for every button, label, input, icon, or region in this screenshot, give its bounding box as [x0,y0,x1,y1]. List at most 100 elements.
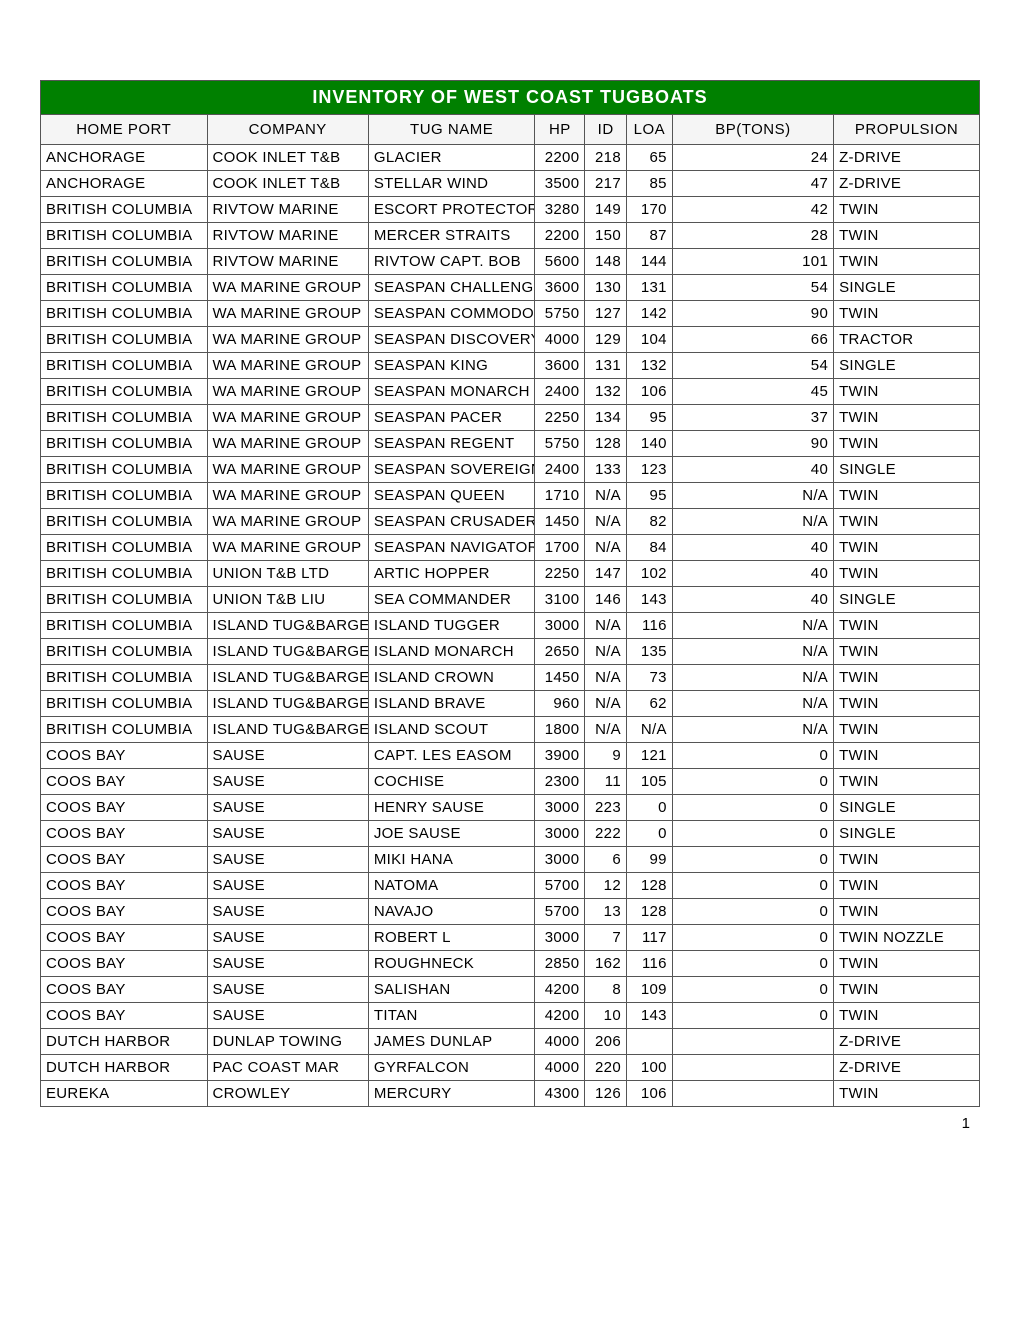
table-cell: 1800 [535,717,585,743]
table-cell: 3280 [535,197,585,223]
table-cell: 121 [626,743,672,769]
table-cell: 117 [626,925,672,951]
table-cell: BRITISH COLUMBIA [41,223,208,249]
table-cell: 106 [626,379,672,405]
table-cell: 62 [626,691,672,717]
table-row: BRITISH COLUMBIAWA MARINE GROUPSEASPAN M… [41,379,980,405]
table-cell: BRITISH COLUMBIA [41,639,208,665]
table-cell: N/A [585,639,627,665]
table-cell: TWIN [834,639,980,665]
table-cell: TWIN [834,899,980,925]
table-cell: COOS BAY [41,1003,208,1029]
table-cell: SINGLE [834,821,980,847]
table-cell: BRITISH COLUMBIA [41,197,208,223]
table-cell: BRITISH COLUMBIA [41,431,208,457]
table-cell: PAC COAST MAR [207,1055,368,1081]
table-cell [626,1029,672,1055]
table-cell: TWIN [834,483,980,509]
table-cell: 84 [626,535,672,561]
table-cell: 127 [585,301,627,327]
table-cell: ARTIC HOPPER [368,561,535,587]
table-row: COOS BAYSAUSEMIKI HANA30006990TWIN [41,847,980,873]
table-row: BRITISH COLUMBIAUNION T&B LIUSEA COMMAND… [41,587,980,613]
table-cell: COCHISE [368,769,535,795]
table-cell: N/A [672,613,833,639]
table-cell: TWIN [834,613,980,639]
table-cell: SEASPAN DISCOVERY [368,327,535,353]
table-cell: BRITISH COLUMBIA [41,587,208,613]
table-cell: TWIN [834,249,980,275]
table-cell: 129 [585,327,627,353]
table-cell: N/A [672,639,833,665]
table-title-row: INVENTORY OF WEST COAST TUGBOATS [41,81,980,115]
table-cell: NAVAJO [368,899,535,925]
table-cell: 116 [626,951,672,977]
table-row: BRITISH COLUMBIAWA MARINE GROUPSEASPAN C… [41,509,980,535]
table-cell: 3600 [535,275,585,301]
table-cell: 3900 [535,743,585,769]
table-row: COOS BAYSAUSEROUGHNECK28501621160TWIN [41,951,980,977]
header-id: ID [585,115,627,145]
tugboat-inventory-table: INVENTORY OF WEST COAST TUGBOATS HOME PO… [40,80,980,1107]
table-cell: TWIN [834,561,980,587]
table-row: ANCHORAGECOOK INLET T&BGLACIER2200218652… [41,145,980,171]
table-cell: 132 [585,379,627,405]
table-cell: N/A [585,717,627,743]
table-cell: 82 [626,509,672,535]
table-row: BRITISH COLUMBIAISLAND TUG&BARGE LTDISLA… [41,639,980,665]
table-cell: 54 [672,275,833,301]
table-cell: UNION T&B LTD [207,561,368,587]
table-cell: BRITISH COLUMBIA [41,691,208,717]
table-cell: COOS BAY [41,847,208,873]
table-cell [672,1029,833,1055]
table-cell: 87 [626,223,672,249]
table-row: BRITISH COLUMBIAWA MARINE GROUPSEASPAN Q… [41,483,980,509]
table-cell: 45 [672,379,833,405]
table-cell: N/A [585,613,627,639]
table-cell: TWIN [834,717,980,743]
table-cell: TWIN [834,197,980,223]
table-cell: 1700 [535,535,585,561]
table-cell: ANCHORAGE [41,171,208,197]
table-cell: 223 [585,795,627,821]
table-cell: BRITISH COLUMBIA [41,327,208,353]
table-row: BRITISH COLUMBIAUNION T&B LTDARTIC HOPPE… [41,561,980,587]
table-cell: TWIN [834,951,980,977]
table-row: BRITISH COLUMBIAWA MARINE GROUPSEASPAN K… [41,353,980,379]
table-cell: 6 [585,847,627,873]
table-cell: 0 [672,769,833,795]
table-cell: TWIN [834,223,980,249]
table-cell: 0 [672,977,833,1003]
table-cell: ISLAND TUGGER [368,613,535,639]
table-cell: 4200 [535,977,585,1003]
table-cell: 3100 [535,587,585,613]
table-cell: 206 [585,1029,627,1055]
table-cell: 3000 [535,613,585,639]
table-cell: TWIN [834,977,980,1003]
table-cell: BRITISH COLUMBIA [41,249,208,275]
table-cell: TWIN [834,301,980,327]
table-cell: 3500 [535,171,585,197]
header-bp: BP(TONS) [672,115,833,145]
table-cell: 73 [626,665,672,691]
table-cell: 135 [626,639,672,665]
table-cell: SAUSE [207,847,368,873]
table-cell: COOS BAY [41,795,208,821]
table-cell: 146 [585,587,627,613]
table-cell: SEASPAN REGENT [368,431,535,457]
table-cell: 47 [672,171,833,197]
table-cell: 0 [672,873,833,899]
table-cell: ISLAND SCOUT [368,717,535,743]
table-cell: ISLAND TUG&BARGE LTD [207,639,368,665]
table-cell: 4200 [535,1003,585,1029]
table-cell: WA MARINE GROUP [207,327,368,353]
table-cell: WA MARINE GROUP [207,509,368,535]
table-cell: 128 [626,873,672,899]
table-row: COOS BAYSAUSEHENRY SAUSE300022300SINGLE [41,795,980,821]
table-cell: WA MARINE GROUP [207,275,368,301]
table-cell: GYRFALCON [368,1055,535,1081]
table-row: BRITISH COLUMBIAISLAND TUG&BARGE LTDISLA… [41,665,980,691]
table-cell: 4000 [535,1029,585,1055]
table-cell: 4000 [535,327,585,353]
table-cell: 3000 [535,821,585,847]
